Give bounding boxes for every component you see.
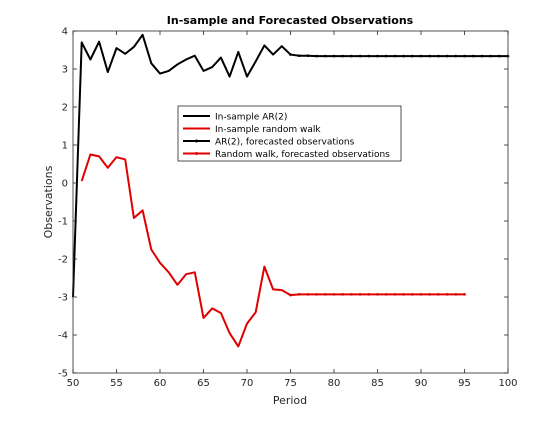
y-tick-label: -4 — [58, 331, 68, 342]
y-axis-label: Observations — [42, 165, 55, 238]
series-3-point — [358, 293, 362, 296]
series-2-point — [289, 53, 292, 56]
series-3-point — [315, 293, 318, 296]
series-0-line — [72, 33, 292, 298]
x-tick-label: 55 — [110, 378, 123, 389]
y-tick-label: 3 — [62, 65, 68, 76]
legend-entry-label: In-sample AR(2) — [215, 113, 287, 123]
x-tick-label: 100 — [498, 378, 517, 389]
series-2-point — [480, 54, 484, 58]
series-2-point — [428, 54, 432, 58]
series-3-point — [402, 293, 405, 296]
series-layer — [72, 33, 510, 348]
series-2-point — [341, 54, 345, 58]
series-2-point — [358, 54, 362, 58]
series-2-point — [324, 54, 327, 58]
series-2-line — [290, 53, 508, 58]
series-2-point — [306, 54, 310, 57]
legend-swatch-marker — [195, 152, 198, 155]
series-3-point — [463, 293, 466, 296]
series-3-point — [341, 293, 345, 296]
x-tick-label: 85 — [371, 378, 384, 389]
legend-entry-label: AR(2), forecasted observations — [215, 138, 355, 148]
chart-title: In-sample and Forecasted Observations — [167, 14, 414, 27]
x-tick-label: 90 — [415, 378, 428, 389]
series-3-point — [306, 293, 310, 296]
x-tick-label: 70 — [241, 378, 254, 389]
y-tick-label: 0 — [62, 179, 68, 190]
series-2-point — [454, 54, 458, 58]
series-3-point — [324, 293, 327, 296]
series-3-point — [437, 293, 440, 296]
legend-entry-label: In-sample random walk — [215, 125, 321, 135]
series-3-point — [445, 293, 449, 296]
series-3-point — [393, 293, 397, 296]
series-3-point — [332, 293, 336, 296]
series-2-point — [411, 54, 414, 58]
legend-swatch-marker — [195, 139, 198, 143]
legend-box — [177, 105, 402, 162]
legend: In-sample AR(2) In-sample random walk AR(2… — [177, 105, 402, 162]
series-2-point — [471, 54, 475, 58]
series-3-point — [428, 293, 432, 296]
series-3-point — [419, 293, 423, 296]
series-2-point — [376, 54, 379, 58]
x-tick-label: 80 — [328, 378, 341, 389]
series-3-point — [289, 293, 292, 297]
y-tick-label: -1 — [58, 217, 68, 228]
series-2-point — [419, 54, 423, 58]
series-3-point — [297, 293, 301, 296]
series-2-point — [367, 54, 371, 58]
axes-layer: 50 55 60 65 70 75 80 85 90 95 100 -5 -4 -3 -2 -1 0 1 2 3 4 — [58, 27, 518, 390]
series-3-point — [376, 293, 379, 296]
series-2-point — [445, 54, 449, 58]
series-2-point — [402, 54, 405, 58]
x-tick-label: 65 — [197, 378, 210, 389]
x-tick-label: 50 — [67, 378, 80, 389]
series-2-point — [350, 54, 353, 58]
plot-area — [73, 31, 508, 373]
legend-entry-label: Random walk, forecasted observations — [215, 150, 390, 160]
series-2-point — [384, 54, 388, 58]
x-axis-label: Period — [273, 394, 307, 407]
x-tick-label: 60 — [154, 378, 167, 389]
x-tick-label: 95 — [458, 378, 471, 389]
series-2-point — [463, 54, 466, 58]
series-3-point — [411, 293, 414, 296]
x-tick-label: 75 — [284, 378, 297, 389]
series-2-point — [315, 54, 318, 58]
y-tick-label: -5 — [58, 369, 68, 380]
y-tick-label: 2 — [62, 103, 68, 114]
series-2-point — [437, 54, 440, 58]
series-3-point — [367, 293, 371, 296]
series-1-line — [80, 153, 291, 348]
series-2-point — [489, 54, 492, 58]
series-3-point — [454, 293, 458, 296]
series-2-point — [393, 54, 397, 58]
series-2-point — [297, 54, 301, 57]
series-3-point — [350, 293, 353, 296]
y-tick-label: 4 — [62, 27, 68, 38]
series-2-point — [498, 54, 501, 58]
series-3-point — [384, 293, 388, 296]
y-tick-label: -2 — [58, 255, 68, 266]
y-tick-label: -3 — [58, 293, 68, 304]
y-tick-label: 1 — [62, 141, 68, 152]
series-2-point — [332, 54, 336, 58]
